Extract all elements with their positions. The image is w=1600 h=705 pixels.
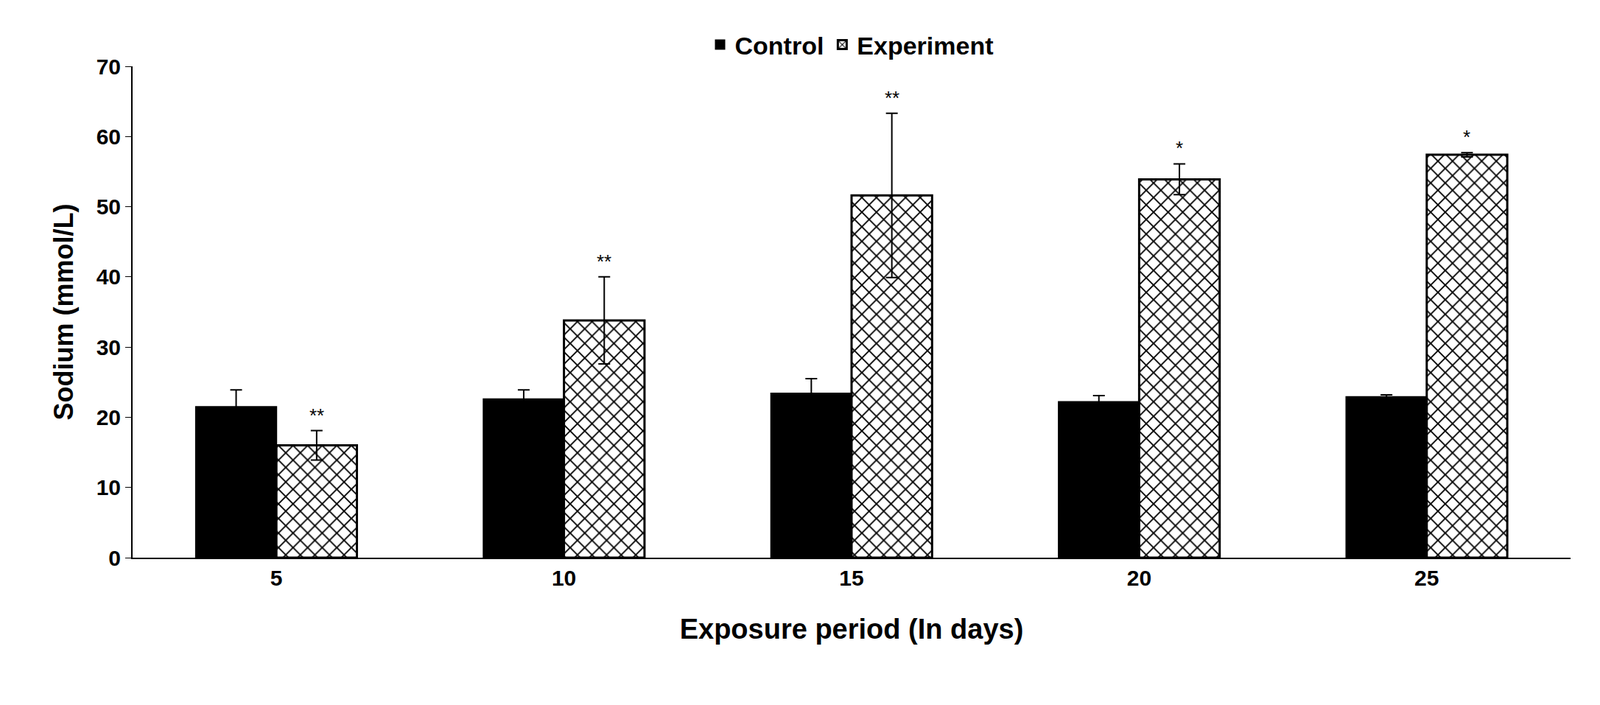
- svg-text:10: 10: [551, 565, 577, 591]
- svg-text:**: **: [884, 86, 900, 110]
- svg-text:40: 40: [96, 264, 121, 289]
- svg-text:15: 15: [839, 565, 864, 591]
- svg-text:Control: Control: [735, 31, 825, 60]
- svg-text:70: 70: [96, 54, 121, 79]
- svg-text:5: 5: [270, 565, 283, 591]
- svg-text:Sodium (mmol/L): Sodium (mmol/L): [48, 204, 79, 421]
- svg-text:50: 50: [96, 194, 121, 219]
- svg-text:Experiment: Experiment: [856, 31, 994, 60]
- svg-text:20: 20: [1127, 565, 1152, 591]
- svg-text:0: 0: [108, 545, 121, 571]
- svg-text:**: **: [309, 404, 325, 427]
- svg-text:*: *: [1175, 137, 1184, 160]
- svg-text:25: 25: [1414, 565, 1439, 591]
- svg-text:30: 30: [96, 335, 121, 360]
- svg-text:20: 20: [96, 405, 121, 430]
- svg-text:*: *: [1462, 125, 1471, 149]
- svg-text:Exposure period (In days): Exposure period (In days): [679, 613, 1024, 645]
- svg-text:60: 60: [96, 124, 121, 149]
- svg-text:**: **: [596, 250, 612, 273]
- svg-text:10: 10: [96, 475, 121, 500]
